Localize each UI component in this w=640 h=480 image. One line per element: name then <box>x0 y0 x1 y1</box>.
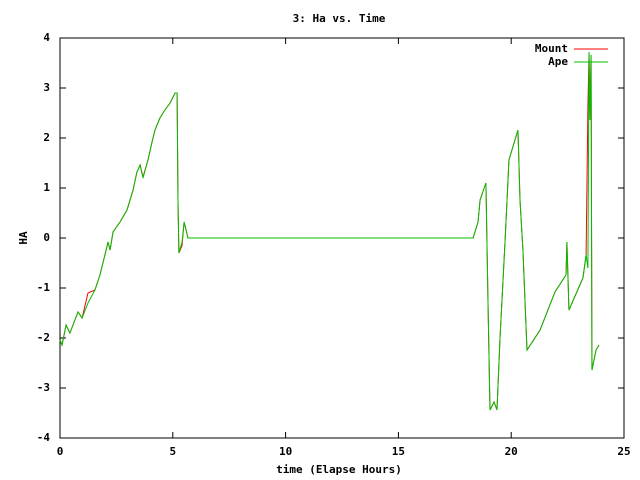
y-tick-label: -1 <box>37 281 51 294</box>
x-axis-label: time (Elapse Hours) <box>276 463 402 476</box>
x-tick-label: 20 <box>505 445 518 458</box>
y-tick-label: 3 <box>43 81 50 94</box>
legend-label: Ape <box>548 55 568 68</box>
y-axis-label: HA <box>17 231 30 245</box>
y-tick-label: -2 <box>37 331 50 344</box>
y-tick-label: -3 <box>37 381 50 394</box>
chart-title: 3: Ha vs. Time <box>293 12 386 25</box>
y-tick-label: 0 <box>43 231 50 244</box>
x-tick-label: 5 <box>169 445 176 458</box>
x-tick-label: 25 <box>617 445 630 458</box>
y-tick-label: 1 <box>43 181 50 194</box>
x-tick-label: 0 <box>57 445 64 458</box>
x-tick-label: 15 <box>392 445 405 458</box>
y-tick-label: 2 <box>43 131 50 144</box>
x-tick-label: 10 <box>279 445 292 458</box>
y-tick-label: -4 <box>37 431 51 444</box>
y-tick-label: 4 <box>43 31 50 44</box>
series-line <box>59 51 600 411</box>
series-line <box>59 51 600 411</box>
legend-label: Mount <box>535 42 568 55</box>
